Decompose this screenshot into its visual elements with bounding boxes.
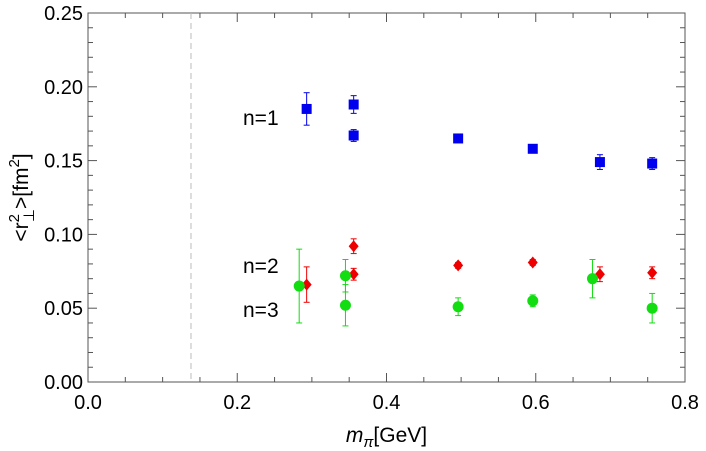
data-point [594,157,605,168]
y-tick-label: 0.10 [44,224,83,246]
data-point [646,302,658,314]
data-point [586,273,598,285]
data-point [348,130,359,141]
x-tick-label: 0.6 [522,392,550,414]
y-axis-unit-sup: 2 [6,159,23,167]
x-tick-label: 0.4 [373,392,401,414]
data-point [527,256,538,269]
y-tick-label: 0.20 [44,77,83,99]
y-tick-label: 0.25 [44,3,83,25]
data-point [348,240,359,253]
series-label-n1: n=1 [243,107,279,130]
y-axis-sup: 2 [6,214,23,222]
series-layer [293,92,658,327]
y-tick-label: 0.00 [44,372,83,394]
y-axis-sub: ⊥ [21,209,38,222]
data-point [453,259,464,272]
x-tick-label: 0.0 [74,392,102,414]
data-point [453,133,464,144]
data-point [348,99,359,110]
x-axis-subscript: π [363,434,374,451]
data-point [293,280,305,292]
data-point [301,103,312,114]
y-axis-close: ] [10,153,33,159]
series-label-n2: n=2 [243,255,279,278]
data-point [339,299,351,311]
x-tick-label: 0.8 [671,392,699,414]
data-point [452,301,464,313]
series-label-n3: n=3 [243,299,279,322]
plot-frame [87,12,686,383]
data-point [647,266,658,279]
x-axis-label: mπ[GeV] [346,424,427,451]
y-tick-label: 0.15 [44,151,83,173]
y-axis-label: <r2⊥>[fm2] [6,153,38,241]
y-axis-pre: <r [10,222,33,241]
series-n3 [293,248,658,327]
tick-marks [87,12,686,383]
data-point [527,143,538,154]
data-point [647,158,658,169]
series-labels: n=1 n=2 n=3 [243,107,279,322]
data-point [348,268,359,281]
x-axis-symbol: m [346,424,364,447]
data-point [339,270,351,282]
y-axis-post: >[fm [10,168,33,209]
tick-labels: 0.0 0.2 0.4 0.6 0.8 0.00 0.05 0.10 0.15 0.20 0.25 [44,3,699,414]
series-n1 [301,92,658,170]
y-tick-label: 0.05 [44,298,83,320]
x-axis-unit: [GeV] [373,424,427,447]
x-tick-label: 0.2 [223,392,251,414]
data-point [527,295,539,307]
series-n2 [301,238,658,303]
